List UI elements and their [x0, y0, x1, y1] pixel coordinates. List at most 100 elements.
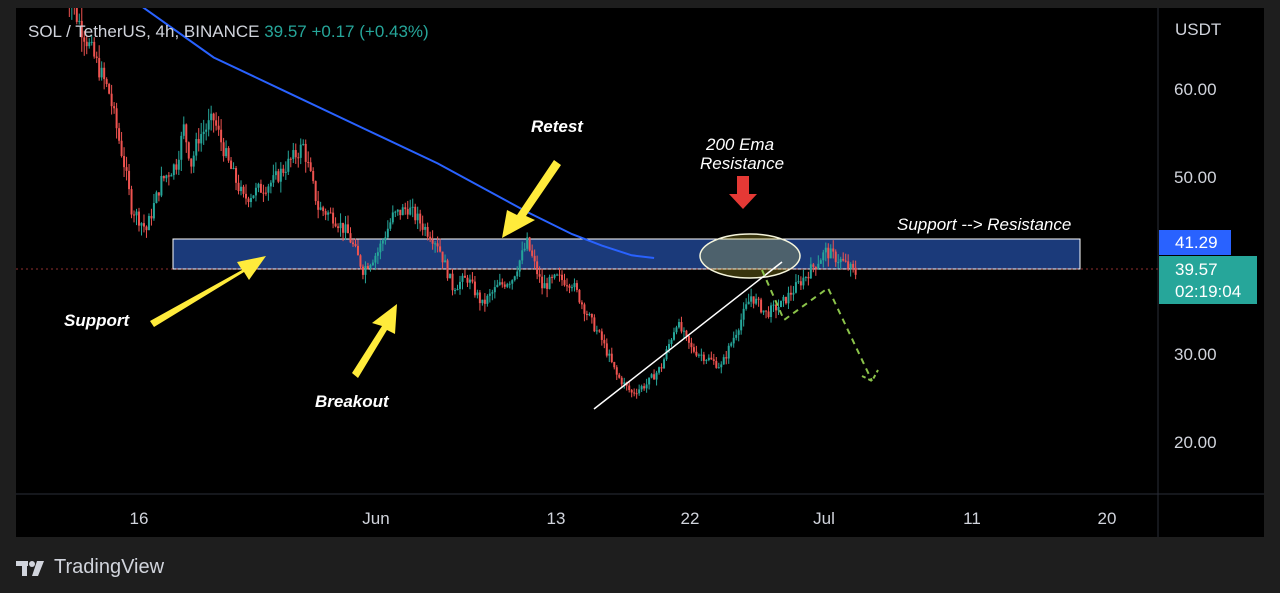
candle-body-317 [852, 263, 855, 268]
candle-body-168 [481, 299, 484, 304]
candle-body-261 [712, 359, 715, 361]
candle-body-289 [782, 296, 785, 301]
candle-body-254 [695, 351, 698, 356]
price-unit-label: USDT [1175, 20, 1222, 39]
retest-label: Retest [531, 117, 583, 136]
chart-frame[interactable] [16, 8, 1264, 537]
candle-body-275 [747, 301, 750, 305]
candle-body-61 [215, 120, 218, 126]
chart-canvas[interactable] [16, 8, 1264, 537]
x-tick-13: 13 [546, 509, 566, 528]
candle-body-234 [645, 384, 648, 389]
candle-body-231 [638, 389, 641, 394]
candle-body-216 [600, 331, 603, 340]
candle-body-277 [752, 296, 755, 304]
candle-body-296 [799, 281, 802, 286]
candle-body-126 [376, 252, 379, 256]
candle-body-79 [259, 183, 262, 193]
candle-body-138 [406, 209, 409, 215]
candle-body-178 [506, 284, 509, 287]
candle-body-82 [267, 186, 270, 193]
candle-body-71 [240, 186, 243, 192]
candle-body-239 [658, 367, 661, 373]
candle-body-102 [317, 201, 320, 210]
candle-body-318 [854, 267, 857, 275]
candle-body-158 [456, 288, 459, 291]
candle-body-305 [822, 252, 825, 261]
candle-body-125 [374, 255, 377, 263]
candle-body-39 [160, 175, 163, 196]
candle-body-24 [123, 156, 126, 168]
candle-body-18 [108, 84, 111, 94]
candle-body-166 [476, 292, 479, 296]
candle-body-256 [700, 354, 703, 356]
candle-body-93 [294, 150, 297, 158]
candle-body-224 [620, 377, 623, 385]
candle-body-223 [618, 374, 621, 378]
candle-body-132 [391, 212, 394, 223]
candle-body-14 [98, 58, 101, 78]
candle-body-147 [429, 236, 432, 240]
candle-body-36 [152, 203, 155, 219]
candle-body-193 [543, 283, 546, 289]
candle-body-251 [687, 335, 690, 343]
candle-body-258 [705, 360, 708, 362]
candle-body-109 [334, 223, 337, 227]
candle-body-190 [536, 261, 539, 275]
candle-body-99 [309, 162, 312, 172]
candle-body-108 [332, 212, 335, 224]
candle-body-33 [145, 226, 148, 231]
candle-body-16 [103, 67, 106, 80]
candle-body-28 [133, 214, 136, 216]
candle-body-21 [115, 108, 118, 129]
last-price-badge-value: 39.57 [1175, 260, 1218, 279]
candle-body-245 [672, 332, 675, 340]
candle-body-59 [210, 113, 213, 121]
candle-body-32 [142, 223, 145, 227]
breakout-arrow [352, 304, 397, 378]
candle-body-118 [356, 245, 359, 256]
candle-body-199 [558, 274, 561, 276]
price-change: +0.17 (+0.43%) [311, 22, 429, 41]
candle-body-115 [349, 233, 352, 243]
candle-body-72 [242, 186, 245, 194]
support-arrow [150, 256, 266, 327]
candle-body-260 [710, 357, 713, 360]
x-tick-16: 16 [129, 509, 149, 528]
candle-body-235 [648, 377, 651, 385]
candle-body-238 [655, 372, 658, 380]
candle-body-311 [837, 262, 840, 264]
candle-body-150 [436, 243, 439, 247]
ema-resistance-label-2: Resistance [700, 154, 785, 173]
candle-body-128 [381, 240, 384, 244]
candle-body-211 [588, 313, 591, 316]
x-tick-jul: Jul [813, 509, 835, 528]
candle-body-290 [784, 296, 787, 304]
candle-body-88 [282, 168, 285, 173]
candle-body-222 [615, 367, 618, 375]
candle-body-47 [180, 135, 183, 160]
breakout-label: Breakout [315, 392, 389, 411]
candle-body-42 [167, 175, 170, 177]
candle-body-314 [844, 260, 847, 262]
tradingview-watermark[interactable]: TradingView [16, 556, 164, 579]
last-price-badge: 39.57 02:19:04 [1159, 256, 1257, 304]
candle-body-6 [78, 20, 81, 22]
candle-body-280 [760, 299, 763, 313]
rising-trendline [593, 261, 783, 410]
candle-body-227 [628, 385, 631, 391]
candle-body-159 [458, 281, 461, 289]
candle-body-55 [200, 134, 203, 144]
candle-body-83 [269, 182, 272, 187]
candle-body-49 [185, 124, 188, 143]
candle-body-182 [516, 271, 519, 277]
candle-body-89 [284, 171, 287, 173]
candle-body-313 [842, 258, 845, 261]
candle-body-307 [827, 247, 830, 259]
candle-body-22 [118, 128, 121, 141]
y-tick-20: 20.00 [1174, 433, 1217, 452]
candle-body-247 [677, 322, 680, 328]
candle-body-208 [580, 302, 583, 305]
bar-countdown: 02:19:04 [1175, 282, 1242, 301]
candle-body-130 [386, 228, 389, 238]
